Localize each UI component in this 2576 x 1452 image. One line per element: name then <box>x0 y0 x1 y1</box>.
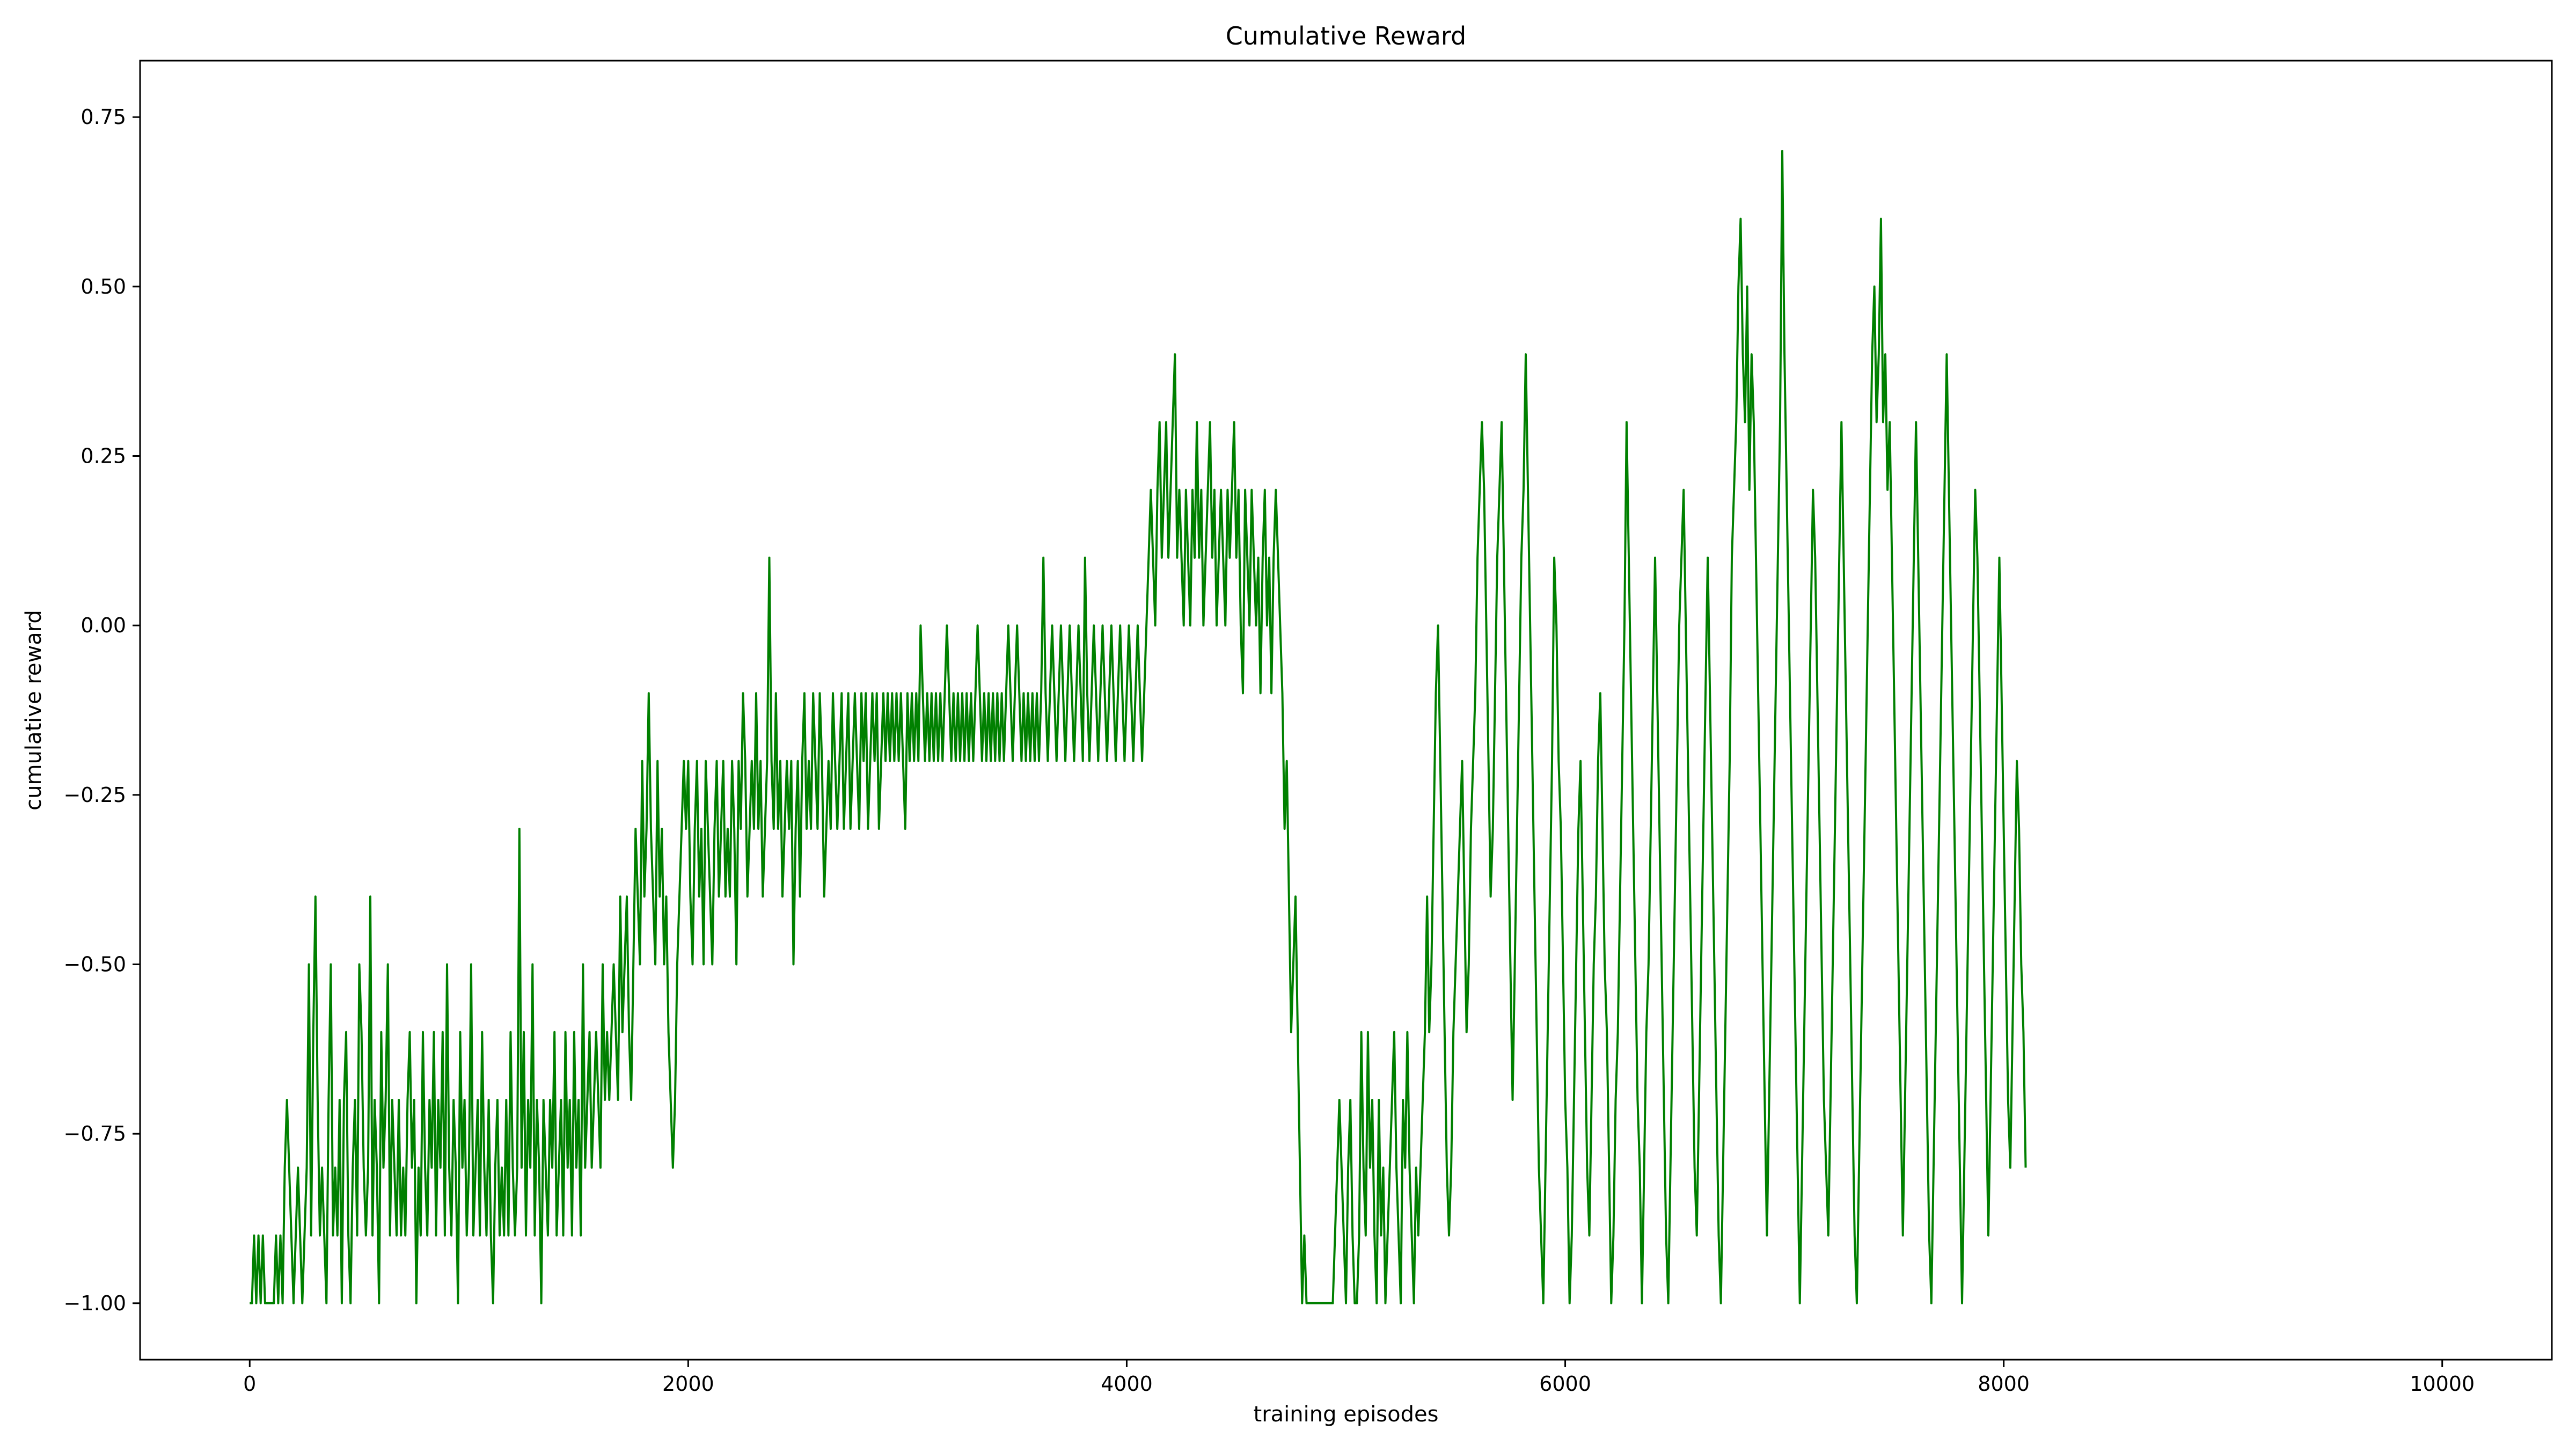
x-axis: 0 2000 4000 6000 8000 10000 <box>243 1360 2475 1396</box>
x-axis-label: training episodes <box>1254 1402 1439 1427</box>
y-tick-label: 0.75 <box>80 105 126 129</box>
plot-series <box>250 150 2027 1304</box>
y-tick-label: −0.75 <box>64 1122 126 1145</box>
plot-frame <box>139 60 2553 1361</box>
x-tick-label: 8000 <box>1978 1372 2030 1396</box>
chart-title: Cumulative Reward <box>1226 21 1466 50</box>
x-tick-label: 10000 <box>2410 1372 2475 1396</box>
y-tick-label: 0.00 <box>80 614 126 637</box>
y-tick-label: −0.50 <box>64 952 126 976</box>
x-tick-label: 4000 <box>1101 1372 1153 1396</box>
y-axis: −1.00 −0.75 −0.50 −0.25 0.00 0.25 0.50 0.75 <box>64 105 140 1315</box>
reward-series-line <box>250 150 2027 1304</box>
y-axis-label: cumulative reward <box>21 610 46 811</box>
x-tick-label: 0 <box>243 1372 256 1396</box>
x-tick-label: 2000 <box>662 1372 714 1396</box>
x-tick-label: 6000 <box>1539 1372 1591 1396</box>
y-tick-label: 0.50 <box>80 275 126 298</box>
y-tick-label: −0.25 <box>64 783 126 807</box>
y-tick-label: 0.25 <box>80 444 126 468</box>
y-tick-label: −1.00 <box>64 1292 126 1315</box>
